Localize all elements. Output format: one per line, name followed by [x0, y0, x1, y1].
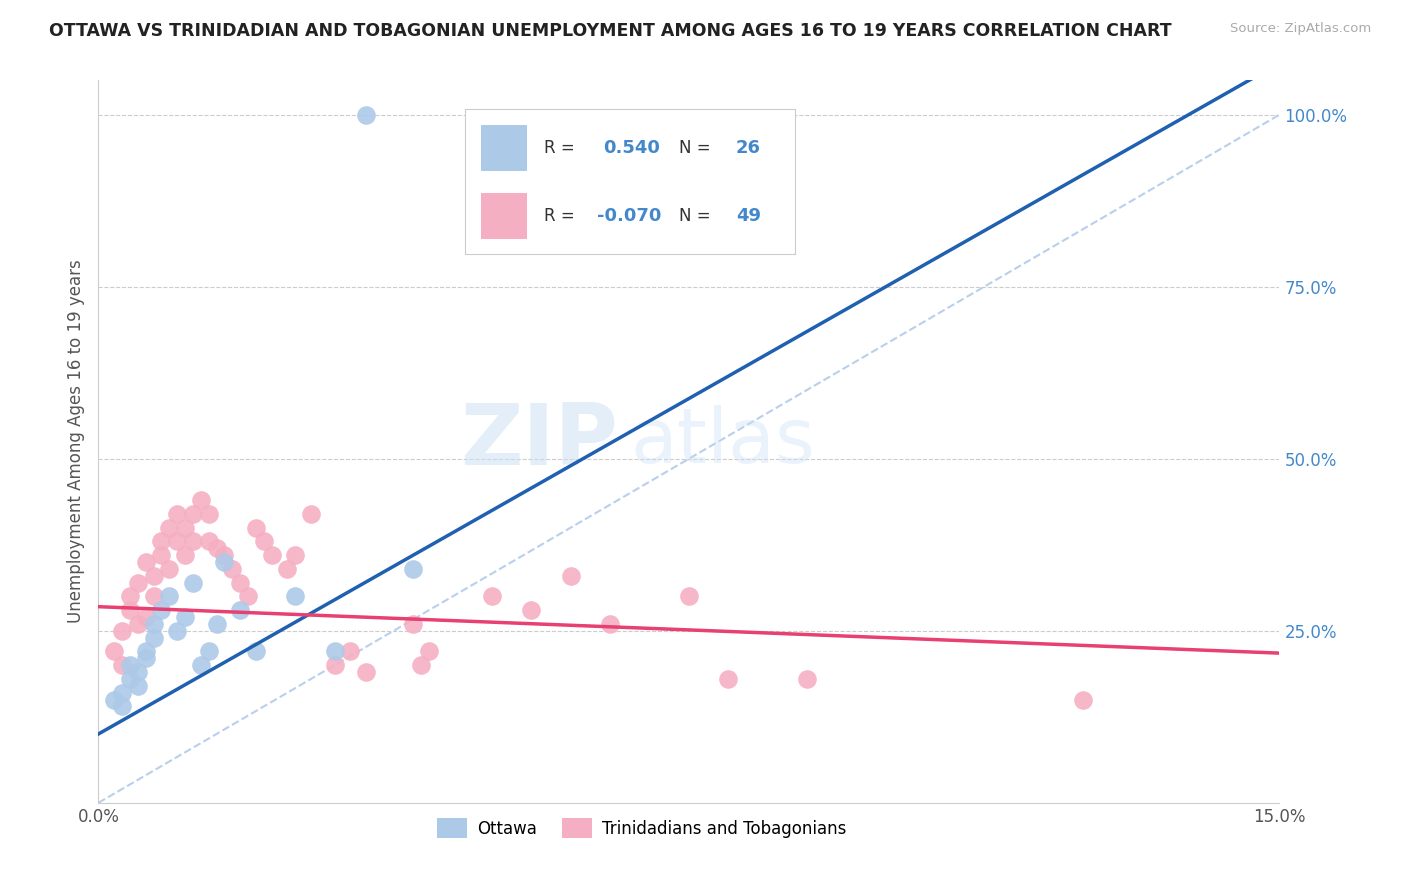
- Point: [354, 108, 377, 122]
- Point: [323, 658, 346, 673]
- Point: [166, 534, 188, 549]
- Point: [135, 651, 157, 665]
- Point: [276, 562, 298, 576]
- Point: [197, 644, 219, 658]
- Point: [205, 616, 228, 631]
- Point: [190, 493, 212, 508]
- Point: [418, 644, 440, 658]
- Point: [135, 610, 157, 624]
- Point: [174, 520, 197, 534]
- Point: [157, 590, 180, 604]
- Point: [245, 520, 267, 534]
- Point: [174, 548, 197, 562]
- Point: [299, 507, 322, 521]
- Point: [127, 616, 149, 631]
- Point: [323, 644, 346, 658]
- Point: [181, 534, 204, 549]
- Point: [142, 631, 165, 645]
- Point: [229, 603, 252, 617]
- Point: [142, 616, 165, 631]
- Point: [354, 665, 377, 679]
- Point: [236, 590, 259, 604]
- Point: [197, 534, 219, 549]
- Point: [284, 548, 307, 562]
- Point: [229, 575, 252, 590]
- Point: [174, 610, 197, 624]
- Point: [103, 644, 125, 658]
- Point: [481, 590, 503, 604]
- Point: [1071, 692, 1094, 706]
- Point: [127, 679, 149, 693]
- Text: ZIP: ZIP: [460, 400, 619, 483]
- Point: [717, 672, 740, 686]
- Point: [111, 699, 134, 714]
- Y-axis label: Unemployment Among Ages 16 to 19 years: Unemployment Among Ages 16 to 19 years: [66, 260, 84, 624]
- Point: [118, 658, 141, 673]
- Point: [135, 644, 157, 658]
- Point: [150, 548, 173, 562]
- Point: [214, 548, 236, 562]
- Text: Source: ZipAtlas.com: Source: ZipAtlas.com: [1230, 22, 1371, 36]
- Point: [135, 555, 157, 569]
- Point: [181, 507, 204, 521]
- Point: [260, 548, 283, 562]
- Point: [111, 658, 134, 673]
- Point: [150, 603, 173, 617]
- Point: [214, 555, 236, 569]
- Point: [678, 590, 700, 604]
- Point: [111, 624, 134, 638]
- Point: [157, 562, 180, 576]
- Point: [142, 568, 165, 582]
- Point: [402, 616, 425, 631]
- Point: [142, 590, 165, 604]
- Point: [118, 672, 141, 686]
- Point: [245, 644, 267, 658]
- Point: [150, 534, 173, 549]
- Point: [190, 658, 212, 673]
- Point: [284, 590, 307, 604]
- Point: [118, 603, 141, 617]
- Point: [402, 562, 425, 576]
- Point: [127, 665, 149, 679]
- Legend: Ottawa, Trinidadians and Tobagonians: Ottawa, Trinidadians and Tobagonians: [430, 812, 853, 845]
- Point: [560, 568, 582, 582]
- Point: [166, 507, 188, 521]
- Point: [520, 603, 543, 617]
- Point: [599, 616, 621, 631]
- Text: atlas: atlas: [630, 405, 814, 478]
- Point: [157, 520, 180, 534]
- Point: [181, 575, 204, 590]
- Point: [411, 658, 433, 673]
- Point: [118, 590, 141, 604]
- Point: [221, 562, 243, 576]
- Point: [197, 507, 219, 521]
- Point: [796, 672, 818, 686]
- Point: [205, 541, 228, 556]
- Point: [127, 575, 149, 590]
- Point: [166, 624, 188, 638]
- Point: [253, 534, 276, 549]
- Point: [103, 692, 125, 706]
- Point: [111, 686, 134, 700]
- Text: OTTAWA VS TRINIDADIAN AND TOBAGONIAN UNEMPLOYMENT AMONG AGES 16 TO 19 YEARS CORR: OTTAWA VS TRINIDADIAN AND TOBAGONIAN UNE…: [49, 22, 1171, 40]
- Point: [339, 644, 361, 658]
